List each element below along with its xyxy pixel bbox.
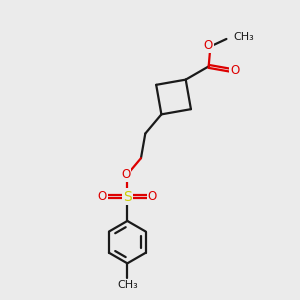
Text: CH₃: CH₃ — [117, 280, 138, 290]
Text: S: S — [123, 190, 132, 203]
Text: CH₃: CH₃ — [234, 32, 254, 43]
Text: O: O — [203, 39, 213, 52]
Text: O: O — [148, 190, 157, 203]
Text: O: O — [230, 64, 239, 76]
Text: O: O — [98, 190, 107, 203]
Text: O: O — [121, 168, 130, 181]
